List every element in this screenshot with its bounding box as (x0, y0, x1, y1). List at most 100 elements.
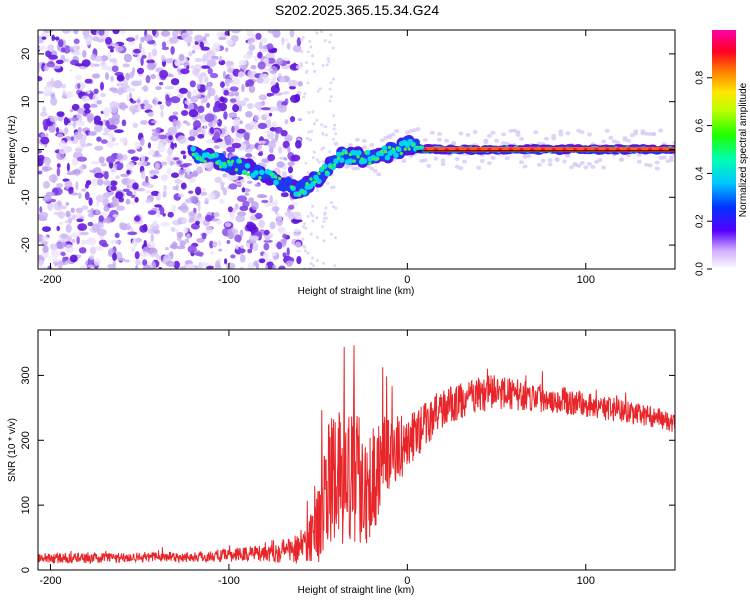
noise-blob (95, 194, 105, 203)
noise-blob (188, 190, 194, 194)
noise-blob (260, 101, 264, 106)
noise-blob (209, 240, 214, 249)
noise-blob (209, 127, 215, 134)
noise-blob (38, 154, 45, 162)
noise-blob (161, 174, 169, 180)
ridge-blob (368, 161, 372, 166)
noise-blob (277, 104, 288, 113)
noise-blob (187, 245, 197, 254)
noise-blob (100, 81, 104, 91)
ridge-halo (622, 136, 628, 141)
noise-blob (222, 173, 228, 178)
noise-blob (203, 76, 209, 83)
noise-blob (199, 41, 204, 48)
noise-blob (160, 222, 170, 227)
ridge-blob (380, 149, 384, 154)
noise-blob (254, 183, 260, 187)
noise-blob (213, 212, 220, 218)
noise-blob (267, 154, 276, 162)
ridge-halo (586, 161, 592, 166)
noise-blob (109, 201, 117, 208)
noise-blob (85, 37, 92, 46)
noise-speckle (323, 125, 327, 129)
noise-blob (145, 75, 151, 84)
ridge-halo (333, 141, 339, 146)
noise-speckle (315, 31, 319, 35)
noise-blob (151, 265, 157, 269)
ridge-blob (336, 156, 341, 160)
noise-blob (155, 127, 163, 134)
noise-blob (224, 136, 234, 146)
colorbar-label: Normalized spectral amplitude (738, 82, 749, 217)
noise-blob (275, 131, 279, 141)
noise-blob (38, 240, 49, 244)
noise-speckle (325, 133, 328, 137)
ridge-blob (222, 161, 227, 166)
ridge-peak-dot (487, 147, 492, 152)
noise-speckle (329, 95, 333, 99)
ridge-peak-dot (498, 147, 503, 152)
noise-blob (92, 223, 101, 232)
ridge-halo (561, 159, 567, 164)
noise-blob (200, 65, 211, 69)
noise-speckle (323, 211, 327, 215)
noise-blob (98, 30, 105, 36)
colorbar-tick-label: 0.0 (695, 262, 706, 276)
noise-blob (295, 216, 303, 220)
noise-blob (196, 83, 201, 90)
noise-blob (170, 46, 175, 55)
ridge-peak-dot (433, 147, 438, 152)
noise-blob (145, 199, 152, 204)
ridge-blob (356, 150, 362, 156)
noise-blob (125, 37, 136, 42)
ridge-blob (238, 159, 242, 164)
noise-blob (288, 212, 295, 220)
noise-speckle (300, 64, 303, 68)
ridge-peak-dot (648, 147, 653, 152)
snr-panel: -200 -100 0 100 0 100 200 300 Height of straig… (7, 329, 676, 596)
ridge-blob (244, 163, 251, 169)
ridge-blob (325, 170, 329, 174)
figure-title: S202.2025.365.15.34.G24 (275, 2, 439, 18)
noise-blob (205, 139, 215, 144)
noise-blob (239, 229, 244, 237)
noise-blob (149, 169, 160, 175)
ridge-blob (384, 154, 391, 161)
noise-blob (106, 156, 116, 164)
noise-blob (281, 36, 285, 46)
ridge-halo (654, 160, 660, 165)
noise-speckle (315, 189, 319, 193)
ridge-blob (348, 152, 352, 157)
ridge-blob (284, 176, 293, 185)
noise-blob (206, 49, 216, 58)
noise-blob (69, 117, 79, 122)
noise-blob (90, 53, 97, 61)
noise-blob (120, 159, 124, 164)
noise-blob (150, 135, 160, 142)
noise-blob (222, 187, 227, 196)
noise-blob (81, 188, 87, 192)
noise-blob (219, 55, 223, 62)
noise-speckle (315, 158, 319, 162)
noise-blob (151, 128, 159, 133)
noise-blob (202, 53, 210, 62)
noise-blob (154, 229, 161, 235)
noise-speckle (301, 225, 305, 229)
ridge-peak-dot (476, 147, 481, 152)
noise-blob (151, 132, 160, 137)
noise-blob (194, 251, 204, 257)
noise-blob (294, 93, 301, 103)
noise-blob (150, 233, 154, 243)
noise-blob (276, 241, 283, 250)
noise-blob (70, 136, 74, 142)
noise-blob (117, 257, 126, 261)
noise-speckle (328, 87, 332, 91)
ridge-halo (594, 159, 599, 164)
noise-blob (257, 61, 266, 70)
noise-blob (231, 77, 241, 86)
noise-blob (295, 241, 302, 248)
noise-speckle (325, 63, 329, 67)
noise-blob (214, 260, 221, 268)
noise-blob (263, 58, 270, 64)
noise-blob (280, 192, 289, 198)
